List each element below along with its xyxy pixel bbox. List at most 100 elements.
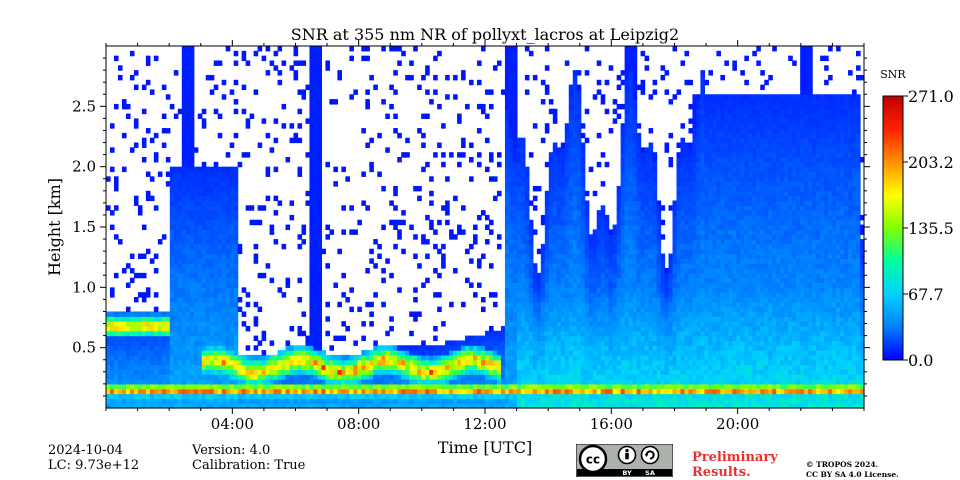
heatmap-cell — [508, 210, 514, 216]
heatmap-cell — [201, 239, 207, 245]
heatmap-cell — [552, 239, 558, 245]
heatmap-cell — [616, 263, 622, 269]
heatmap-cell — [277, 287, 283, 293]
heatmap-cell — [145, 340, 151, 346]
heatmap-cell — [485, 364, 490, 370]
heatmap-cell — [640, 195, 646, 202]
heatmap-cell — [568, 330, 574, 337]
heatmap-cell — [169, 219, 175, 226]
heatmap-cell — [528, 388, 534, 395]
heatmap-cell — [213, 277, 219, 284]
heatmap-cell — [317, 321, 323, 327]
heatmap-cell — [185, 316, 191, 322]
heatmap-cell — [165, 364, 171, 370]
heatmap-cell — [233, 263, 239, 269]
heatmap-cell — [564, 224, 570, 231]
heatmap-cell — [169, 374, 175, 380]
heatmap-cell — [632, 132, 638, 139]
heatmap-cell — [516, 340, 522, 346]
heatmap-cell — [213, 350, 219, 356]
heatmap-cell — [329, 359, 334, 366]
heatmap-cell — [309, 403, 315, 409]
heatmap-cell — [197, 350, 203, 356]
heatmap-cell — [524, 359, 530, 366]
heatmap-cell — [588, 263, 594, 269]
chart-title: SNR at 355 nm NR of pollyxt_lacros at Le… — [290, 25, 680, 44]
heatmap-cell — [500, 379, 506, 385]
heatmap-cell — [576, 306, 582, 313]
heatmap-cell — [628, 282, 634, 288]
heatmap-cell — [301, 239, 307, 245]
heatmap-cell — [624, 108, 630, 115]
heatmap-cell — [149, 388, 155, 395]
heatmap-cell — [417, 195, 422, 202]
heatmap-cell — [309, 74, 315, 81]
heatmap-cell — [648, 229, 654, 235]
heatmap-cell — [229, 379, 235, 385]
heatmap-cell — [520, 253, 526, 259]
heatmap-cell — [516, 330, 522, 337]
heatmap-cell — [600, 277, 606, 284]
heatmap-cell — [556, 383, 562, 390]
heatmap-cell — [329, 393, 334, 399]
heatmap-cell — [261, 359, 267, 366]
heatmap-cell — [544, 403, 550, 409]
heatmap-cell — [193, 398, 199, 404]
heatmap-cell — [508, 166, 514, 173]
heatmap-cell — [568, 224, 574, 231]
heatmap-cell — [552, 306, 558, 313]
heatmap-cell — [528, 359, 534, 366]
heatmap-cell — [572, 161, 578, 168]
heatmap-cell — [516, 398, 522, 404]
heatmap-cell — [309, 379, 315, 385]
heatmap-cell — [544, 210, 550, 216]
heatmap-cell — [540, 379, 546, 385]
heatmap-cell — [576, 190, 582, 197]
heatmap-cell — [580, 123, 586, 129]
heatmap-cell — [225, 185, 231, 192]
heatmap-cell — [289, 393, 295, 399]
heatmap-cell — [125, 398, 131, 404]
heatmap-cell — [540, 311, 546, 317]
heatmap-cell — [620, 277, 626, 284]
heatmap-cell — [548, 379, 554, 385]
heatmap-cell — [540, 393, 546, 399]
heatmap-cell — [285, 350, 291, 356]
heatmap-cell — [461, 374, 466, 380]
heatmap-cell — [512, 374, 518, 380]
heatmap-cell — [640, 277, 646, 284]
heatmap-cell — [568, 94, 574, 100]
heatmap-cell — [217, 292, 223, 298]
heatmap-cell — [237, 243, 243, 250]
heatmap-cell — [512, 388, 518, 395]
heatmap-cell — [628, 195, 634, 202]
heatmap-cell — [532, 287, 538, 293]
heatmap-cell — [217, 243, 223, 250]
heatmap-cell — [648, 224, 654, 231]
heatmap-cell — [201, 359, 207, 366]
heatmap-cell — [548, 108, 554, 115]
heatmap-cell — [660, 398, 666, 404]
heatmap-cell — [640, 239, 646, 245]
heatmap-cell — [221, 345, 227, 351]
heatmap-cell — [572, 268, 578, 274]
heatmap-cell — [209, 219, 215, 226]
heatmap-cell — [177, 296, 183, 303]
heatmap-cell — [652, 152, 658, 158]
heatmap-cell — [185, 234, 191, 240]
heatmap-cell — [281, 388, 287, 395]
heatmap-cell — [129, 359, 135, 366]
heatmap-cell — [620, 200, 626, 206]
heatmap-cell — [189, 340, 195, 346]
heatmap-cell — [516, 325, 522, 332]
heatmap-cell — [644, 306, 650, 313]
heatmap-cell — [313, 248, 319, 255]
heatmap-cell — [612, 253, 618, 259]
heatmap-cell — [193, 224, 199, 231]
heatmap-cell — [628, 263, 634, 269]
heatmap-cell — [600, 263, 606, 269]
heatmap-cell — [608, 369, 614, 375]
heatmap-cell — [449, 350, 454, 356]
heatmap-cell — [269, 147, 275, 153]
heatmap-cell — [500, 340, 506, 346]
